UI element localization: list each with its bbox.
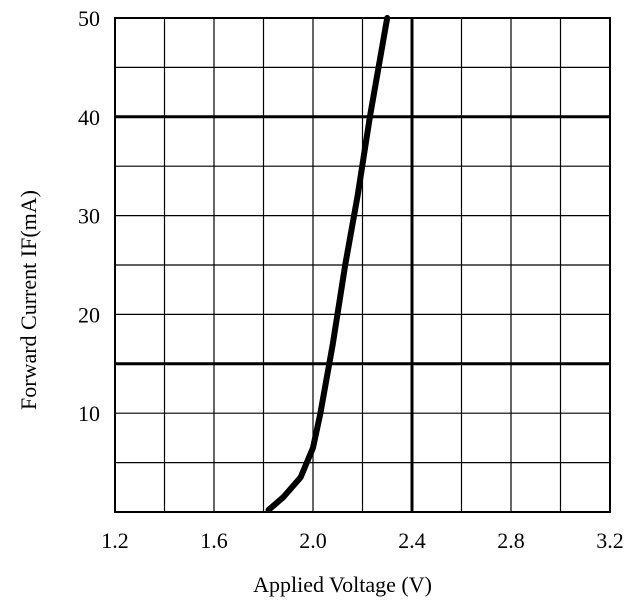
x-tick-label: 1.2 xyxy=(101,528,129,553)
y-tick-label: 30 xyxy=(78,204,100,229)
y-tick-label: 20 xyxy=(78,302,100,327)
x-tick-label: 3.2 xyxy=(596,528,624,553)
x-tick-label: 1.6 xyxy=(200,528,228,553)
y-tick-label: 40 xyxy=(78,105,100,130)
y-tick-label: 50 xyxy=(78,6,100,31)
y-tick-labels: 10 20 30 40 50 xyxy=(78,6,100,426)
series-layer xyxy=(265,15,391,513)
y-tick-label: 10 xyxy=(78,401,100,426)
x-tick-label: 2.0 xyxy=(299,528,327,553)
x-tick-labels: 1.2 1.6 2.0 2.4 2.8 3.2 xyxy=(101,528,624,553)
plot-frame xyxy=(114,17,611,513)
grid-minor-lines xyxy=(115,18,610,512)
iv-curve-line xyxy=(265,15,391,513)
x-axis-label: Applied Voltage (V) xyxy=(253,572,432,597)
y-axis-label: Forward Current IF(mA) xyxy=(16,190,41,410)
x-tick-label: 2.4 xyxy=(398,528,426,553)
x-tick-label: 2.8 xyxy=(497,528,525,553)
grid-emphasized-lines xyxy=(115,18,610,512)
